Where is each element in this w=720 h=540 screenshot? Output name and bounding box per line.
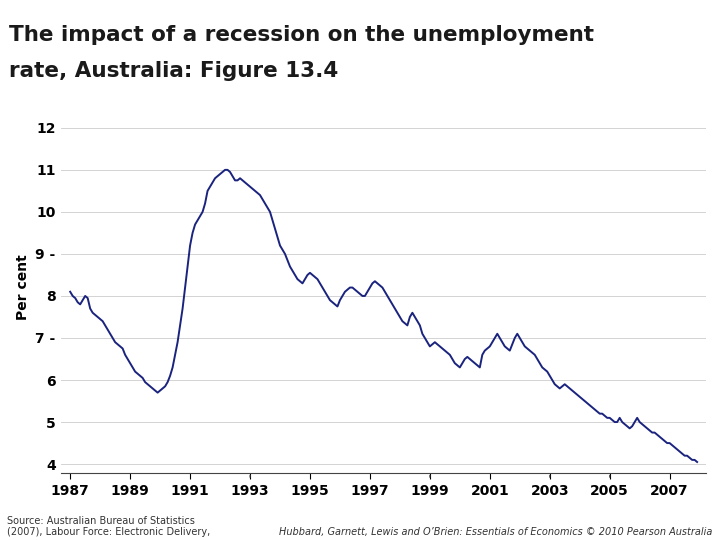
Y-axis label: Per cent: Per cent [16, 255, 30, 320]
Text: Source: Australian Bureau of Statistics
(2007), Labour Force: Electronic Deliver: Source: Australian Bureau of Statistics … [7, 516, 210, 537]
Text: rate, Australia: Figure 13.4: rate, Australia: Figure 13.4 [9, 60, 338, 80]
Text: Hubbard, Garnett, Lewis and O’Brien: Essentials of Economics © 2010 Pearson Aust: Hubbard, Garnett, Lewis and O’Brien: Ess… [279, 527, 713, 537]
Text: The impact of a recession on the unemployment: The impact of a recession on the unemplo… [9, 25, 595, 45]
